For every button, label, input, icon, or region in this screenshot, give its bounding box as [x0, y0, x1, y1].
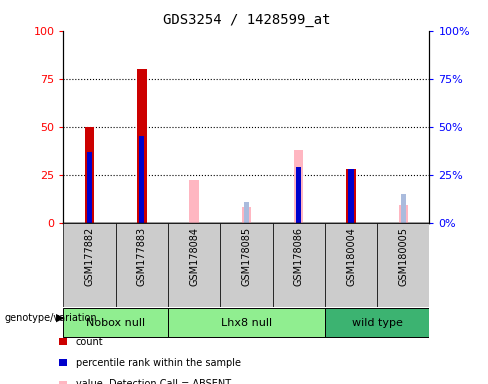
FancyBboxPatch shape — [116, 223, 168, 307]
Bar — [296, 167, 301, 223]
Text: GSM180004: GSM180004 — [346, 227, 356, 286]
Bar — [220, 31, 273, 223]
Bar — [139, 136, 144, 223]
Bar — [348, 169, 354, 223]
Text: count: count — [76, 337, 103, 347]
Text: GSM178085: GSM178085 — [242, 227, 251, 286]
Text: GSM178086: GSM178086 — [294, 227, 304, 286]
Bar — [116, 31, 168, 223]
FancyBboxPatch shape — [63, 308, 168, 337]
FancyBboxPatch shape — [377, 223, 429, 307]
Bar — [346, 169, 356, 223]
Text: genotype/variation: genotype/variation — [5, 313, 98, 323]
Text: GSM178084: GSM178084 — [189, 227, 199, 286]
Bar — [377, 31, 429, 223]
FancyBboxPatch shape — [325, 308, 429, 337]
Bar — [399, 205, 408, 223]
Text: wild type: wild type — [352, 318, 403, 328]
Bar — [137, 69, 146, 223]
Bar — [296, 167, 301, 223]
Bar — [85, 127, 94, 223]
Bar — [189, 180, 199, 223]
Text: Lhx8 null: Lhx8 null — [221, 318, 272, 328]
Text: GSM177882: GSM177882 — [84, 227, 95, 286]
Text: GSM177883: GSM177883 — [137, 227, 147, 286]
FancyBboxPatch shape — [273, 223, 325, 307]
Bar — [325, 31, 377, 223]
Text: ▶: ▶ — [56, 313, 64, 323]
Text: GSM180005: GSM180005 — [398, 227, 408, 286]
FancyBboxPatch shape — [168, 223, 220, 307]
Bar — [87, 152, 92, 223]
FancyBboxPatch shape — [325, 223, 377, 307]
Bar — [401, 194, 406, 223]
Bar — [168, 31, 220, 223]
FancyBboxPatch shape — [63, 223, 116, 307]
Text: Nobox null: Nobox null — [86, 318, 145, 328]
Bar — [63, 31, 116, 223]
FancyBboxPatch shape — [220, 223, 273, 307]
Bar — [294, 150, 304, 223]
Bar — [244, 202, 249, 223]
Bar — [242, 207, 251, 223]
FancyBboxPatch shape — [168, 308, 325, 337]
Title: GDS3254 / 1428599_at: GDS3254 / 1428599_at — [163, 13, 330, 27]
Bar — [273, 31, 325, 223]
Text: value, Detection Call = ABSENT: value, Detection Call = ABSENT — [76, 379, 231, 384]
Text: percentile rank within the sample: percentile rank within the sample — [76, 358, 241, 368]
